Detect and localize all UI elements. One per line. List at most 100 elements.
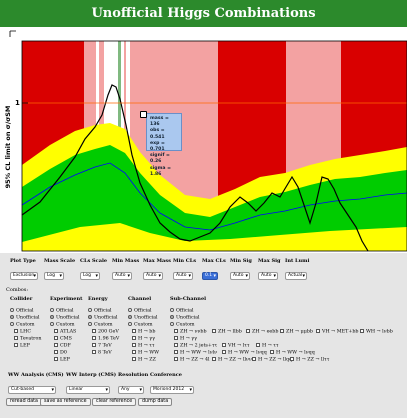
sub-zz-llqq[interactable]: H → ZZ → llqq xyxy=(252,357,292,364)
info-obs: obs = 0.541 xyxy=(150,128,165,140)
checkbox-icon xyxy=(54,329,58,333)
limit-plot: 1 95% CL limit on σ/σSM mass = 136 obs =… xyxy=(0,27,407,253)
experiment-official[interactable]: Official xyxy=(50,308,74,315)
channel-custom[interactable]: Custom xyxy=(128,322,153,329)
collider-custom[interactable]: Custom xyxy=(10,322,35,329)
axes-frame xyxy=(21,40,407,252)
radio-icon xyxy=(88,308,92,312)
channel-zz[interactable]: H → ZZ xyxy=(132,357,156,364)
ww-analysis-select[interactable]: Cut-based xyxy=(8,386,56,394)
sub-vh-metbb[interactable]: VH → MET+bb xyxy=(316,329,359,336)
cls-scale-select[interactable]: Log xyxy=(80,272,100,280)
experiment-d0[interactable]: D0 xyxy=(54,350,67,357)
collider-unofficial[interactable]: Unofficial xyxy=(10,315,40,322)
max-mass-select[interactable]: Auto xyxy=(143,272,163,280)
sub-ww-lnulnu[interactable]: H → WW → lνlν xyxy=(174,350,217,357)
collider-lep[interactable]: LEP xyxy=(14,343,30,350)
min-cls-select[interactable]: Auto xyxy=(173,272,193,280)
collider-tevatron[interactable]: Tevatron xyxy=(14,336,41,343)
sub-zz-llnunu[interactable]: H → ZZ → llνν xyxy=(212,357,252,364)
plot-type-select[interactable]: Exclusion xyxy=(10,272,38,280)
conference-select[interactable]: Moriond 2012 xyxy=(150,386,194,394)
sub-h-tautau[interactable]: H → ττ xyxy=(256,343,279,350)
experiment-lep[interactable]: LEP xyxy=(54,357,70,364)
max-cls-select[interactable]: 0.1 xyxy=(202,272,218,280)
sub-zz-4l[interactable]: H → ZZ → 4l xyxy=(174,357,210,364)
channel-bb[interactable]: H → bb xyxy=(132,329,155,336)
energy-196tev[interactable]: 1.96 TeV xyxy=(92,336,119,343)
energy-200gev[interactable]: 200 GeV xyxy=(92,329,119,336)
reread-data-button[interactable]: reread data xyxy=(6,398,42,406)
min-mass-select[interactable]: Auto xyxy=(112,272,132,280)
channel-unofficial[interactable]: Unofficial xyxy=(128,315,158,322)
checkbox-icon xyxy=(212,357,216,361)
hdr-cls-scale: CLs Scale xyxy=(80,258,108,264)
resolution-select[interactable]: Any xyxy=(118,386,144,394)
subchannel-official[interactable]: Official xyxy=(170,308,194,315)
sub-wh-lnubb[interactable]: WH → lνbb xyxy=(360,329,393,336)
page-title: Unofficial Higgs Combinations xyxy=(0,0,407,27)
collider-lhc[interactable]: LHC xyxy=(14,329,31,336)
dump-data-button[interactable]: dump data xyxy=(138,398,173,406)
collider-official[interactable]: Official xyxy=(10,308,34,315)
checkbox-icon xyxy=(54,336,58,340)
checkbox-icon xyxy=(212,329,216,333)
clear-reference-button[interactable]: clear reference xyxy=(92,398,137,406)
save-reference-button[interactable]: save as reference xyxy=(40,398,91,406)
sub-ww-lnuqq-a[interactable]: H → WW → lνqq xyxy=(222,350,267,357)
subchannel-unofficial[interactable]: Unofficial xyxy=(170,315,200,322)
channel-official[interactable]: Official xyxy=(128,308,152,315)
radio-selected-icon xyxy=(88,315,92,319)
channel-ww[interactable]: H → WW xyxy=(132,350,159,357)
checkbox-icon xyxy=(256,343,260,347)
checkbox-icon xyxy=(252,357,256,361)
checkbox-icon xyxy=(280,329,284,333)
experiment-cms[interactable]: CMS xyxy=(54,336,72,343)
info-box: mass = 136 obs = 0.541 exp = 0.701 signi… xyxy=(146,113,182,177)
experiment-atlas[interactable]: ATLAS xyxy=(54,329,76,336)
sub-zh-nunubb[interactable]: ZH → ννbb xyxy=(174,329,207,336)
sub-zh-2jets-tautau[interactable]: ZH → 2 jets+ττ xyxy=(174,343,217,350)
experiment-unofficial[interactable]: Unofficial xyxy=(50,315,80,322)
radio-selected-icon xyxy=(170,315,174,319)
sub-zh-mumubb[interactable]: ZH → μμbb xyxy=(280,329,313,336)
sub-zh-eebb[interactable]: ZH → eebb xyxy=(246,329,278,336)
int-lumi-select[interactable]: Actual xyxy=(285,272,307,280)
hdr-experiment: Experiment xyxy=(50,296,83,302)
checkbox-icon xyxy=(174,336,178,340)
checkbox-icon xyxy=(54,343,58,347)
experiment-cdf[interactable]: CDF xyxy=(54,343,71,350)
sub-h-gammagamma[interactable]: H → γγ xyxy=(174,336,197,343)
mass-scale-select[interactable]: Log xyxy=(44,272,64,280)
ww-interp-select[interactable]: Linear xyxy=(66,386,110,394)
channel-gammagamma[interactable]: H → γγ xyxy=(132,336,155,343)
subchannel-custom[interactable]: Custom xyxy=(170,322,195,329)
hdr-energy: Energy xyxy=(88,296,108,302)
energy-custom[interactable]: Custom xyxy=(88,322,113,329)
radio-icon xyxy=(50,308,54,312)
energy-7tev[interactable]: 7 TeV xyxy=(92,343,112,350)
y-axis-label: 95% CL limit on σ/σSM xyxy=(4,105,12,189)
radio-icon xyxy=(170,308,174,312)
sub-zh-llbb[interactable]: ZH → llbb xyxy=(212,329,242,336)
checkbox-icon xyxy=(246,329,250,333)
max-sig-select[interactable]: Auto xyxy=(258,272,278,280)
hdr-collider: Collider xyxy=(10,296,33,302)
checkbox-icon xyxy=(132,343,136,347)
hdr-conference: Conference xyxy=(150,372,182,378)
checkbox-icon xyxy=(132,350,136,354)
energy-unofficial[interactable]: Unofficial xyxy=(88,315,118,322)
sub-ww-lnuqq-b[interactable]: H → WW → lνqq xyxy=(270,350,315,357)
observed-line xyxy=(21,84,369,252)
energy-8tev[interactable]: 8 TeV xyxy=(92,350,112,357)
sub-vh-ltautau[interactable]: VH → lττ xyxy=(222,343,250,350)
hdr-plot-type: Plot Type xyxy=(10,258,36,264)
energy-official[interactable]: Official xyxy=(88,308,112,315)
min-sig-select[interactable]: Auto xyxy=(230,272,250,280)
hdr-subchannel: Sub-Channel xyxy=(170,296,207,302)
sub-zz-lltautau[interactable]: H → ZZ → llττ xyxy=(290,357,329,364)
channel-tautau[interactable]: H → ττ xyxy=(132,343,155,350)
experiment-custom[interactable]: Custom xyxy=(50,322,75,329)
corner-mark xyxy=(9,30,16,37)
checkbox-icon xyxy=(92,329,96,333)
